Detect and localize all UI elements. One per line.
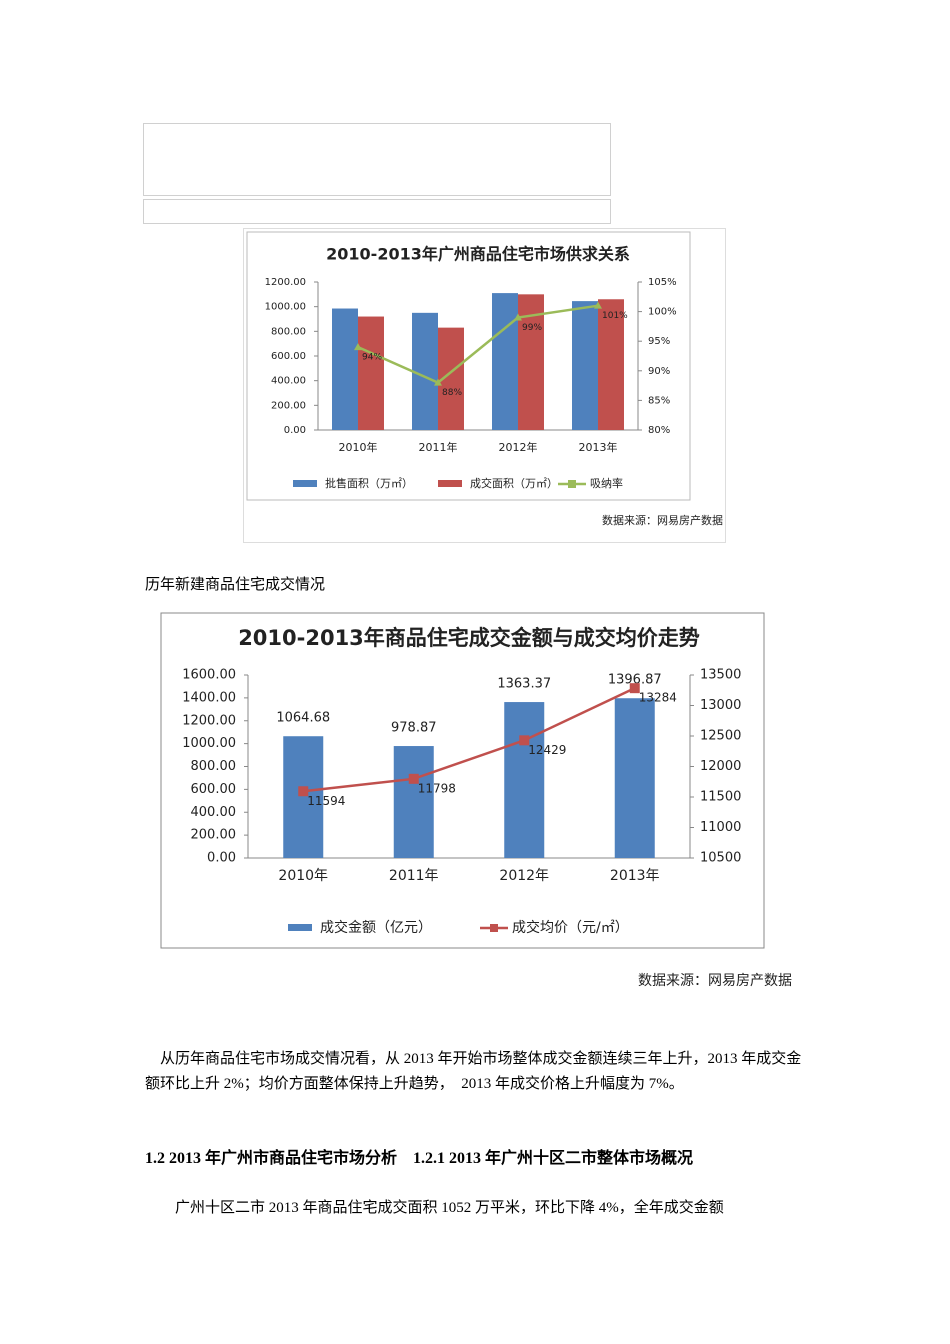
line — [357, 304, 599, 385]
bar — [598, 299, 624, 430]
y-tick-label: 1200.00 — [182, 713, 236, 728]
y2-tick-label: 90% — [648, 366, 670, 377]
line-marker — [298, 786, 309, 797]
x-tick-label: 2012年 — [499, 440, 538, 454]
bar-value-label: 1363.37 — [497, 677, 551, 692]
line-marker — [514, 313, 522, 321]
legend-label: 成交金额（亿元） — [320, 919, 432, 936]
x-tick-label: 2010年 — [278, 868, 328, 884]
x-tick-label: 2013年 — [610, 868, 660, 884]
line-marker — [519, 735, 530, 746]
bar — [572, 301, 598, 430]
y-tick-label: 1600.00 — [182, 668, 236, 683]
line-value-label: 12429 — [528, 743, 566, 757]
source: 数据来源：网易房产数据 — [638, 973, 792, 989]
y-tick-label: 800.00 — [191, 759, 237, 774]
bar — [412, 312, 438, 430]
line-value-label: 11798 — [418, 781, 456, 795]
y2-tick-label: 80% — [648, 425, 670, 436]
legend-swatch — [438, 480, 462, 487]
legend-label: 吸纳率 — [590, 476, 623, 490]
source: 数据来源：网易房产数据 — [602, 513, 723, 527]
legend-marker — [490, 924, 498, 932]
line-marker — [629, 683, 640, 694]
y-tick-label: 600.00 — [191, 782, 237, 797]
y2-tick-label: 10500 — [700, 851, 741, 866]
y2-tick-label: 13500 — [700, 668, 741, 683]
bar-value-label: 978.87 — [391, 721, 437, 736]
line-marker — [354, 343, 362, 351]
y-tick-label: 600.00 — [271, 351, 306, 362]
x-tick-label: 2012年 — [499, 868, 549, 884]
x-tick-label: 2011年 — [389, 868, 439, 884]
heading: 1.2 2013 年广州市商品住宅市场分析 1.2.1 2013 年广州十区二市… — [145, 1150, 694, 1167]
y2-tick-label: 12000 — [700, 759, 741, 774]
x-tick-label: 2013年 — [579, 440, 618, 454]
bar — [614, 698, 655, 858]
plot-frame — [246, 231, 691, 501]
chart-title: 2010-2013年广州商品住宅市场供求关系 — [326, 245, 630, 264]
bar — [283, 736, 324, 858]
line-marker — [594, 301, 602, 309]
caption: 历年新建商品住宅成交情况 — [145, 577, 326, 593]
line-marker — [434, 378, 442, 386]
bar — [492, 293, 518, 430]
x-tick-label: 2010年 — [339, 440, 378, 454]
bar-value-label: 1064.68 — [276, 711, 330, 726]
chart-frame — [243, 228, 726, 543]
line-value-label: 11594 — [307, 794, 345, 808]
line-value-label: 13284 — [639, 691, 677, 705]
line-value-label: 94% — [362, 353, 382, 363]
bar — [393, 746, 434, 858]
y-tick-label: 200.00 — [191, 828, 237, 843]
y-tick-label: 0.00 — [284, 425, 306, 436]
y2-tick-label: 12500 — [700, 729, 741, 744]
paragraph: 从历年商品住宅市场成交情况看，从 2013 年开始市场整体成交金额连续三年上升，… — [145, 1051, 802, 1092]
legend-label: 批售面积（万㎡） — [325, 476, 413, 490]
line-value-label: 101% — [602, 311, 628, 321]
legend-label: 成交面积（万㎡） — [470, 476, 558, 490]
y-tick-label: 200.00 — [271, 400, 306, 411]
legend-swatch — [293, 480, 317, 487]
line-marker — [408, 773, 419, 784]
plot-frame — [160, 612, 765, 949]
y2-tick-label: 13000 — [700, 698, 741, 713]
line — [303, 687, 636, 793]
y-tick-label: 400.00 — [271, 376, 306, 387]
empty-box — [143, 199, 611, 224]
bar — [504, 702, 545, 858]
line-value-label: 88% — [442, 388, 462, 398]
y-tick-label: 0.00 — [207, 851, 236, 866]
y2-tick-label: 11000 — [700, 820, 741, 835]
x-tick-label: 2011年 — [419, 440, 458, 454]
y-tick-label: 1400.00 — [182, 690, 236, 705]
line-value-label: 99% — [522, 323, 542, 333]
chart-title: 2010-2013年商品住宅成交金额与成交均价走势 — [238, 626, 700, 650]
bar — [358, 316, 384, 430]
y-tick-label: 400.00 — [191, 805, 237, 820]
legend-label: 成交均价（元/㎡） — [512, 919, 629, 936]
bar-value-label: 1396.87 — [608, 673, 662, 688]
bar — [332, 308, 358, 430]
y2-tick-label: 100% — [648, 307, 677, 318]
legend-swatch — [288, 924, 312, 931]
y-tick-label: 1000.00 — [182, 736, 236, 751]
y2-tick-label: 105% — [648, 277, 677, 288]
y2-tick-label: 11500 — [700, 790, 741, 805]
y-tick-label: 1200.00 — [265, 277, 306, 288]
y2-tick-label: 85% — [648, 395, 670, 406]
y2-tick-label: 95% — [648, 336, 670, 347]
chart: 2010-2013年广州商品住宅市场供求关系 0.00 200.00 400.00 60… — [246, 231, 723, 527]
y-tick-label: 1000.00 — [265, 302, 306, 313]
chart: 2010-2013年商品住宅成交金额与成交均价走势 0.00 200.00 400.0… — [160, 612, 792, 989]
legend-marker — [568, 480, 576, 488]
paragraph: 广州十区二市 2013 年商品住宅成交面积 1052 万平米，环比下降 4%，全… — [175, 1200, 724, 1216]
empty-box — [143, 123, 611, 196]
y-tick-label: 800.00 — [271, 326, 306, 337]
